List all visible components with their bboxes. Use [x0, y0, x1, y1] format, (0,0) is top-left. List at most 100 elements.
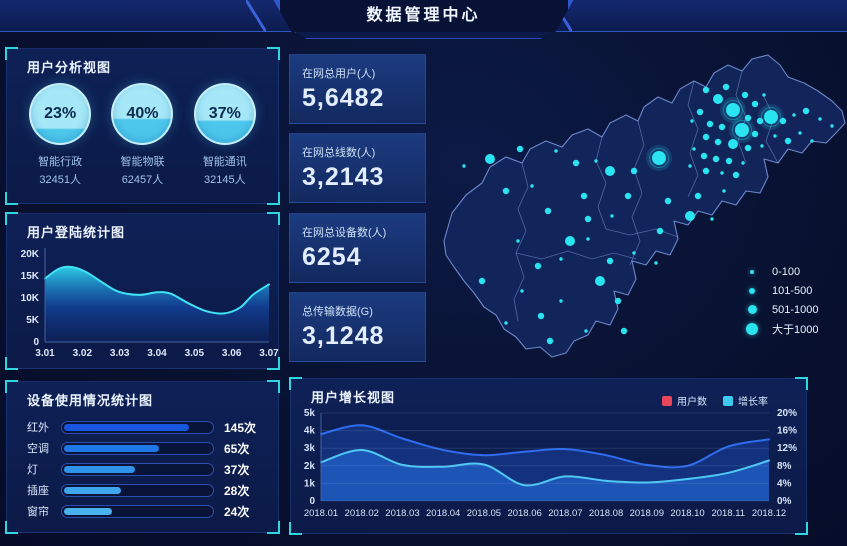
- corner-bracket: [5, 47, 18, 60]
- map-bubble[interactable]: [702, 86, 710, 94]
- map-legend-item-501-1000[interactable]: 501-1000: [744, 300, 819, 319]
- page-title: 数据管理中心: [366, 7, 481, 24]
- map-bubble[interactable]: [516, 239, 520, 243]
- map-bubble[interactable]: [664, 197, 672, 205]
- map-bubble[interactable]: [595, 276, 605, 286]
- map-bubble[interactable]: [462, 164, 466, 168]
- map-bubble[interactable]: [722, 189, 726, 193]
- map-bubble[interactable]: [572, 159, 580, 167]
- map-bubble[interactable]: [478, 277, 486, 285]
- map-bubble[interactable]: [584, 215, 592, 223]
- svg-text:3k: 3k: [304, 443, 316, 454]
- map-bubble[interactable]: [792, 113, 796, 117]
- map-bubble[interactable]: [718, 123, 726, 131]
- map-bubble[interactable]: [784, 137, 792, 145]
- map-bubble[interactable]: [710, 217, 714, 221]
- map-bubble[interactable]: [654, 261, 658, 265]
- map-bubble[interactable]: [830, 124, 834, 128]
- map-bubble[interactable]: [544, 207, 552, 215]
- map-bubble[interactable]: [741, 161, 745, 165]
- map-bubble[interactable]: [624, 192, 632, 200]
- map-bubble[interactable]: [751, 100, 759, 108]
- legend-item-增长率[interactable]: 增长率: [723, 393, 768, 408]
- map-bubble[interactable]: [530, 184, 534, 188]
- map-bubble[interactable]: [586, 237, 590, 241]
- map-bubble[interactable]: [630, 167, 638, 175]
- map-bubble[interactable]: [732, 171, 740, 179]
- device-bar-value: 37次: [224, 462, 250, 477]
- map-bubble[interactable]: [565, 236, 575, 246]
- map-bubble[interactable]: [546, 337, 554, 345]
- map-bubble[interactable]: [520, 289, 524, 293]
- map-bubble[interactable]: [810, 139, 814, 143]
- map-bubble[interactable]: [702, 167, 710, 175]
- map-bubble[interactable]: [773, 134, 777, 138]
- map-bubble[interactable]: [580, 192, 588, 200]
- map-bubble[interactable]: [504, 321, 508, 325]
- gauge-count: 62457人: [121, 174, 164, 186]
- map-bubble[interactable]: [744, 144, 752, 152]
- device-bar-label: 空调: [27, 443, 49, 455]
- svg-text:2018.03: 2018.03: [385, 508, 419, 519]
- map-bubble[interactable]: [690, 119, 694, 123]
- map-bubble[interactable]: [762, 93, 766, 97]
- map-bubble[interactable]: [700, 152, 708, 160]
- corner-bracket: [5, 357, 18, 370]
- map-bubble[interactable]: [706, 120, 714, 128]
- device-bar-fill: [64, 465, 135, 473]
- map-bubble[interactable]: [713, 94, 723, 104]
- map-bubble[interactable]: [798, 131, 802, 135]
- map-bubble[interactable]: [614, 297, 622, 305]
- map-bubble[interactable]: [605, 166, 615, 176]
- map-bubble[interactable]: [694, 192, 702, 200]
- map-bubble[interactable]: [534, 262, 542, 270]
- stat-label: 在网总设备数(人): [302, 227, 387, 239]
- map-bubble[interactable]: [485, 154, 495, 164]
- map-bubble[interactable]: [702, 133, 710, 141]
- map-bubble[interactable]: [537, 312, 545, 320]
- map-bubble[interactable]: [751, 130, 759, 138]
- map-bubble[interactable]: [516, 145, 524, 153]
- map-bubble[interactable]: [741, 91, 749, 99]
- map-bubble-legend: 0-100 101-500 501-1000 大于1000: [744, 262, 819, 338]
- map-bubble[interactable]: [685, 211, 695, 221]
- map-bubble[interactable]: [712, 155, 720, 163]
- map-bubble[interactable]: [760, 144, 764, 148]
- map-bubble[interactable]: [692, 147, 696, 151]
- map-bubble[interactable]: [735, 123, 749, 137]
- map-legend-item-101-500[interactable]: 101-500: [744, 281, 819, 300]
- map-bubble[interactable]: [764, 110, 778, 124]
- legend-item-用户数[interactable]: 用户数: [662, 393, 707, 408]
- map-bubble[interactable]: [728, 139, 738, 149]
- map-bubble[interactable]: [584, 329, 588, 333]
- map-bubble[interactable]: [744, 114, 752, 122]
- map-legend-item-0-100[interactable]: 0-100: [744, 262, 819, 281]
- map-bubble[interactable]: [559, 257, 563, 261]
- map-bubble[interactable]: [559, 299, 563, 303]
- map-bubble[interactable]: [652, 151, 666, 165]
- map-bubble[interactable]: [696, 108, 704, 116]
- map-bubble[interactable]: [720, 171, 724, 175]
- stat-card-total-lines: 在网总线数(人) 3,2143: [289, 133, 426, 203]
- map-bubble[interactable]: [779, 117, 787, 125]
- map-bubble[interactable]: [620, 327, 628, 335]
- panel-title-user-growth: 用户增长视图: [311, 390, 396, 405]
- map-legend-item-大于1000[interactable]: 大于1000: [744, 319, 819, 338]
- map-bubble[interactable]: [656, 227, 664, 235]
- map-bubble[interactable]: [594, 159, 598, 163]
- map-bubble[interactable]: [818, 117, 822, 121]
- corner-bracket: [267, 357, 280, 370]
- map-bubble[interactable]: [502, 187, 510, 195]
- map-bubble[interactable]: [726, 103, 740, 117]
- map-bubble[interactable]: [554, 149, 558, 153]
- map-bubble[interactable]: [725, 157, 733, 165]
- map-bubble[interactable]: [688, 164, 692, 168]
- map-bubble[interactable]: [606, 257, 614, 265]
- map-bubble[interactable]: [632, 251, 636, 255]
- map-bubble[interactable]: [802, 107, 810, 115]
- map-bubble[interactable]: [714, 138, 722, 146]
- svg-text:1k: 1k: [304, 478, 316, 489]
- map-bubble[interactable]: [722, 83, 730, 91]
- map-bubble[interactable]: [756, 117, 764, 125]
- map-bubble[interactable]: [610, 214, 614, 218]
